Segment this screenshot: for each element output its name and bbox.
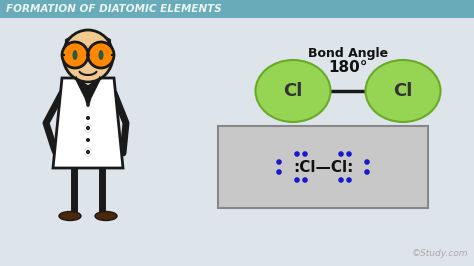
Text: Bond Angle: Bond Angle [308,47,388,60]
Circle shape [338,177,344,183]
Ellipse shape [95,211,117,221]
Circle shape [346,177,352,183]
Polygon shape [76,78,100,105]
Circle shape [302,151,308,157]
Circle shape [86,150,90,154]
Ellipse shape [99,50,103,60]
Circle shape [86,116,90,120]
Text: FORMATION OF DIATOMIC ELEMENTS: FORMATION OF DIATOMIC ELEMENTS [6,4,222,14]
Text: Cl: Cl [393,82,413,100]
Text: :Cl—Cl:: :Cl—Cl: [293,160,353,174]
Circle shape [302,177,308,183]
Circle shape [86,138,90,142]
Ellipse shape [255,60,330,122]
FancyBboxPatch shape [218,126,428,208]
Circle shape [86,126,90,130]
Circle shape [364,169,370,175]
Ellipse shape [73,50,78,60]
Ellipse shape [59,211,81,221]
Text: ©Study.com: ©Study.com [412,250,468,259]
Circle shape [276,169,282,175]
Circle shape [276,159,282,165]
Ellipse shape [63,30,113,82]
Circle shape [294,177,300,183]
Circle shape [62,42,88,68]
Polygon shape [53,78,123,168]
FancyBboxPatch shape [0,0,474,18]
Circle shape [364,159,370,165]
Circle shape [294,151,300,157]
Ellipse shape [365,60,440,122]
Circle shape [88,42,114,68]
Polygon shape [65,33,110,60]
Circle shape [338,151,344,157]
Circle shape [346,151,352,157]
Text: Cl: Cl [283,82,303,100]
Text: 180°: 180° [328,60,368,74]
